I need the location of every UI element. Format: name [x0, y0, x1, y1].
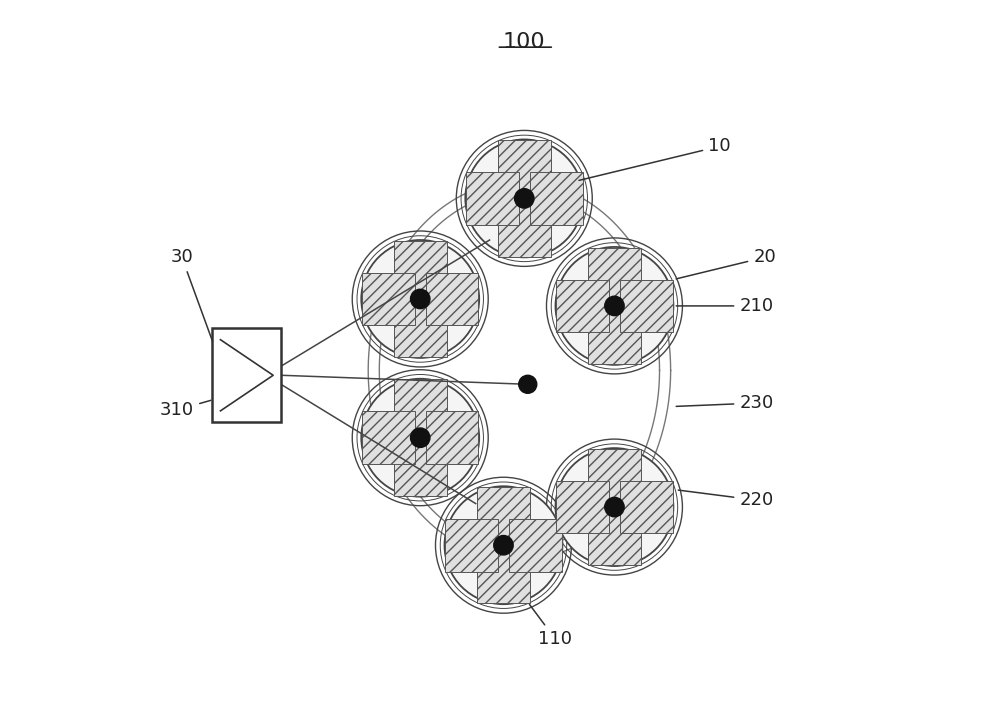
- Bar: [588, 312, 641, 364]
- Bar: [212, 329, 281, 422]
- Bar: [588, 248, 641, 300]
- Circle shape: [465, 140, 583, 258]
- Bar: [530, 172, 583, 225]
- Bar: [445, 519, 498, 571]
- Bar: [498, 140, 551, 193]
- Bar: [588, 449, 641, 501]
- Circle shape: [411, 289, 430, 309]
- Text: 30: 30: [171, 249, 213, 341]
- Bar: [466, 172, 519, 225]
- Text: 10: 10: [579, 138, 731, 180]
- Bar: [394, 380, 447, 432]
- Text: 210: 210: [676, 297, 773, 315]
- Bar: [588, 512, 641, 565]
- Text: 100: 100: [503, 32, 546, 53]
- Bar: [477, 487, 530, 540]
- Circle shape: [515, 189, 534, 208]
- Circle shape: [361, 379, 479, 497]
- Bar: [362, 411, 415, 464]
- Circle shape: [411, 428, 430, 447]
- Circle shape: [555, 247, 673, 365]
- Bar: [620, 279, 673, 332]
- Text: 20: 20: [676, 249, 776, 279]
- Bar: [477, 551, 530, 604]
- Bar: [394, 305, 447, 357]
- Text: 230: 230: [676, 394, 774, 412]
- Circle shape: [361, 240, 479, 358]
- Circle shape: [605, 296, 624, 316]
- Text: 110: 110: [529, 604, 572, 648]
- Bar: [556, 279, 609, 332]
- Circle shape: [519, 376, 537, 393]
- Bar: [426, 272, 478, 325]
- Bar: [394, 241, 447, 293]
- Bar: [620, 481, 673, 534]
- Circle shape: [605, 497, 624, 517]
- Circle shape: [445, 486, 562, 604]
- Bar: [362, 272, 415, 325]
- Bar: [509, 519, 562, 571]
- Circle shape: [494, 536, 513, 555]
- Text: 310: 310: [160, 400, 211, 419]
- Bar: [394, 443, 447, 496]
- Circle shape: [555, 448, 673, 566]
- Bar: [426, 411, 478, 464]
- Text: 220: 220: [678, 490, 774, 509]
- Bar: [556, 481, 609, 534]
- Bar: [498, 204, 551, 257]
